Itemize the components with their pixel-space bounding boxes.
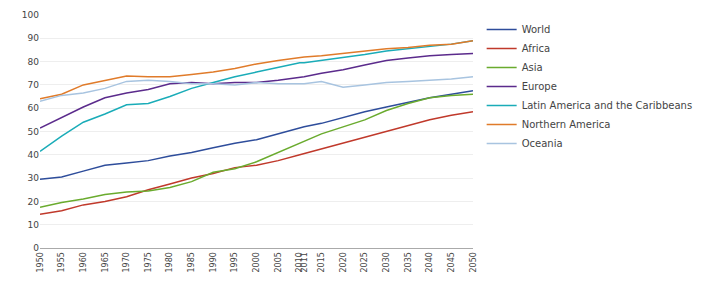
svg-text:100: 100 xyxy=(22,10,39,20)
svg-text:2050: 2050 xyxy=(469,252,478,272)
svg-text:1995: 1995 xyxy=(230,252,239,272)
svg-text:1975: 1975 xyxy=(144,252,153,272)
svg-text:Latin America and the Caribbea: Latin America and the Caribbeans xyxy=(522,100,692,111)
svg-text:2030: 2030 xyxy=(382,252,391,272)
svg-text:1960: 1960 xyxy=(79,252,88,272)
svg-text:40: 40 xyxy=(28,150,40,160)
svg-text:World: World xyxy=(522,24,551,35)
svg-text:1955: 1955 xyxy=(57,252,66,272)
svg-text:1990: 1990 xyxy=(209,252,218,272)
svg-text:30: 30 xyxy=(28,173,40,183)
svg-text:2035: 2035 xyxy=(404,252,413,272)
svg-text:2010: 2010 xyxy=(295,252,304,272)
svg-text:Asia: Asia xyxy=(522,62,543,73)
svg-text:2000: 2000 xyxy=(252,252,261,272)
svg-text:2015: 2015 xyxy=(317,252,326,272)
svg-text:Oceania: Oceania xyxy=(522,138,563,149)
svg-text:2005: 2005 xyxy=(274,252,283,272)
svg-text:2045: 2045 xyxy=(447,252,456,272)
svg-text:1970: 1970 xyxy=(122,252,131,272)
svg-text:90: 90 xyxy=(28,33,40,43)
svg-text:2020: 2020 xyxy=(339,252,348,272)
svg-text:0: 0 xyxy=(33,243,39,253)
svg-text:Northern America: Northern America xyxy=(522,119,611,130)
svg-text:2011: 2011 xyxy=(300,252,309,272)
svg-text:1985: 1985 xyxy=(187,252,196,272)
svg-text:10: 10 xyxy=(28,220,40,230)
svg-text:Europe: Europe xyxy=(522,81,557,92)
svg-text:60: 60 xyxy=(28,103,40,113)
svg-text:80: 80 xyxy=(28,57,40,67)
svg-text:1950: 1950 xyxy=(36,252,45,272)
svg-text:2040: 2040 xyxy=(425,252,434,272)
svg-text:1980: 1980 xyxy=(166,252,175,272)
svg-text:Africa: Africa xyxy=(522,43,551,54)
svg-text:2025: 2025 xyxy=(360,252,369,272)
svg-text:1965: 1965 xyxy=(101,252,110,272)
svg-text:50: 50 xyxy=(28,127,40,137)
svg-text:70: 70 xyxy=(28,80,40,90)
svg-text:20: 20 xyxy=(28,197,40,207)
